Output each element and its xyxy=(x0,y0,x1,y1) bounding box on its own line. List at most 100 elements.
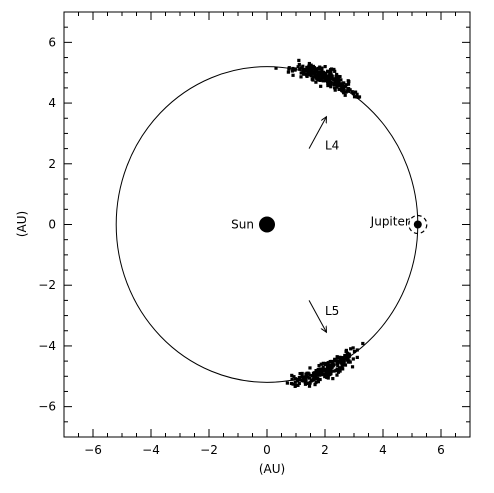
data-point xyxy=(319,84,323,88)
data-point xyxy=(351,92,356,96)
data-point xyxy=(332,67,336,72)
data-point xyxy=(347,359,351,363)
data-point xyxy=(321,361,325,365)
x-tick-label: 0 xyxy=(263,443,271,457)
data-point xyxy=(346,82,351,86)
y-tick-label: 4 xyxy=(48,96,56,110)
data-point xyxy=(329,369,333,373)
data-point xyxy=(320,367,325,371)
data-point xyxy=(314,380,318,385)
data-point xyxy=(304,375,308,380)
data-point xyxy=(314,369,318,373)
data-point xyxy=(318,78,322,82)
data-point xyxy=(349,347,353,351)
sun-marker xyxy=(259,216,275,233)
data-point xyxy=(343,363,348,367)
data-point xyxy=(297,375,302,380)
data-point xyxy=(310,378,314,383)
data-point xyxy=(304,372,308,376)
data-point xyxy=(328,78,332,82)
data-point xyxy=(329,67,334,71)
data-point xyxy=(318,373,322,377)
data-point xyxy=(297,381,301,386)
data-point xyxy=(338,75,342,79)
data-point xyxy=(321,365,325,369)
data-point xyxy=(323,375,327,379)
data-point xyxy=(317,73,321,77)
data-point xyxy=(352,95,357,99)
y-tick-label: 2 xyxy=(48,157,56,171)
series-trojans xyxy=(274,58,362,99)
data-point xyxy=(317,71,321,75)
data-point xyxy=(336,74,340,79)
axis-ticks xyxy=(63,11,471,438)
data-point xyxy=(334,79,338,84)
data-point xyxy=(323,78,327,82)
data-point xyxy=(329,85,333,89)
data-point xyxy=(328,81,333,85)
data-point xyxy=(296,377,301,381)
data-point xyxy=(332,77,336,81)
data-point xyxy=(336,363,340,368)
lagrange-arrow-l5 xyxy=(308,300,326,332)
data-point xyxy=(303,72,307,76)
data-point xyxy=(316,379,320,383)
data-point xyxy=(299,75,303,79)
data-point xyxy=(328,71,332,76)
x-tick-label: −6 xyxy=(84,443,102,457)
x-tick-label: −4 xyxy=(142,443,160,457)
data-point xyxy=(307,61,311,66)
data-point xyxy=(335,85,339,89)
data-point xyxy=(301,69,305,73)
data-point xyxy=(329,367,333,371)
data-point xyxy=(337,78,341,82)
data-point xyxy=(290,69,294,73)
data-point xyxy=(323,72,327,76)
data-point xyxy=(310,70,314,74)
lagrange-label-l5: L5 xyxy=(325,304,339,318)
data-point xyxy=(291,66,295,71)
data-point xyxy=(332,369,336,373)
data-point xyxy=(334,368,339,372)
data-point xyxy=(298,372,302,376)
data-point xyxy=(303,380,307,384)
data-point xyxy=(315,76,319,80)
data-point xyxy=(290,373,294,377)
x-axis-label: (AU) xyxy=(259,462,285,476)
lagrange-arrow-l4 xyxy=(308,117,326,149)
data-point xyxy=(345,351,350,355)
data-point xyxy=(351,346,355,350)
data-point xyxy=(341,367,345,371)
jupiter-label: Jupiter xyxy=(370,215,410,229)
data-point xyxy=(340,86,344,90)
data-point xyxy=(337,87,341,91)
data-point xyxy=(339,83,343,87)
data-point xyxy=(312,375,316,379)
lagrange-label-l4: L4 xyxy=(325,139,339,153)
points-layer xyxy=(274,58,365,388)
data-point xyxy=(355,92,359,96)
data-point xyxy=(313,382,317,387)
axis-tick-labels: −6 −4 −2 0 2 4 6 −6 −4 −2 0 2 4 6 xyxy=(38,35,445,457)
data-point xyxy=(345,83,349,87)
data-point xyxy=(307,376,312,380)
data-point xyxy=(308,381,312,385)
data-point xyxy=(301,379,305,383)
data-point xyxy=(296,383,300,387)
data-point xyxy=(334,74,338,78)
data-point xyxy=(327,363,331,368)
data-point xyxy=(339,82,343,86)
data-point xyxy=(298,67,302,71)
data-point xyxy=(350,365,355,369)
data-point xyxy=(296,65,300,69)
data-point xyxy=(320,74,324,78)
data-point xyxy=(315,370,319,374)
data-point xyxy=(341,89,345,94)
data-point xyxy=(352,349,357,354)
data-point xyxy=(339,78,343,82)
data-point xyxy=(361,341,365,346)
data-point xyxy=(290,377,294,381)
y-tick-label: −2 xyxy=(38,278,56,292)
data-point xyxy=(315,376,319,380)
y-tick-label: −6 xyxy=(38,400,56,414)
